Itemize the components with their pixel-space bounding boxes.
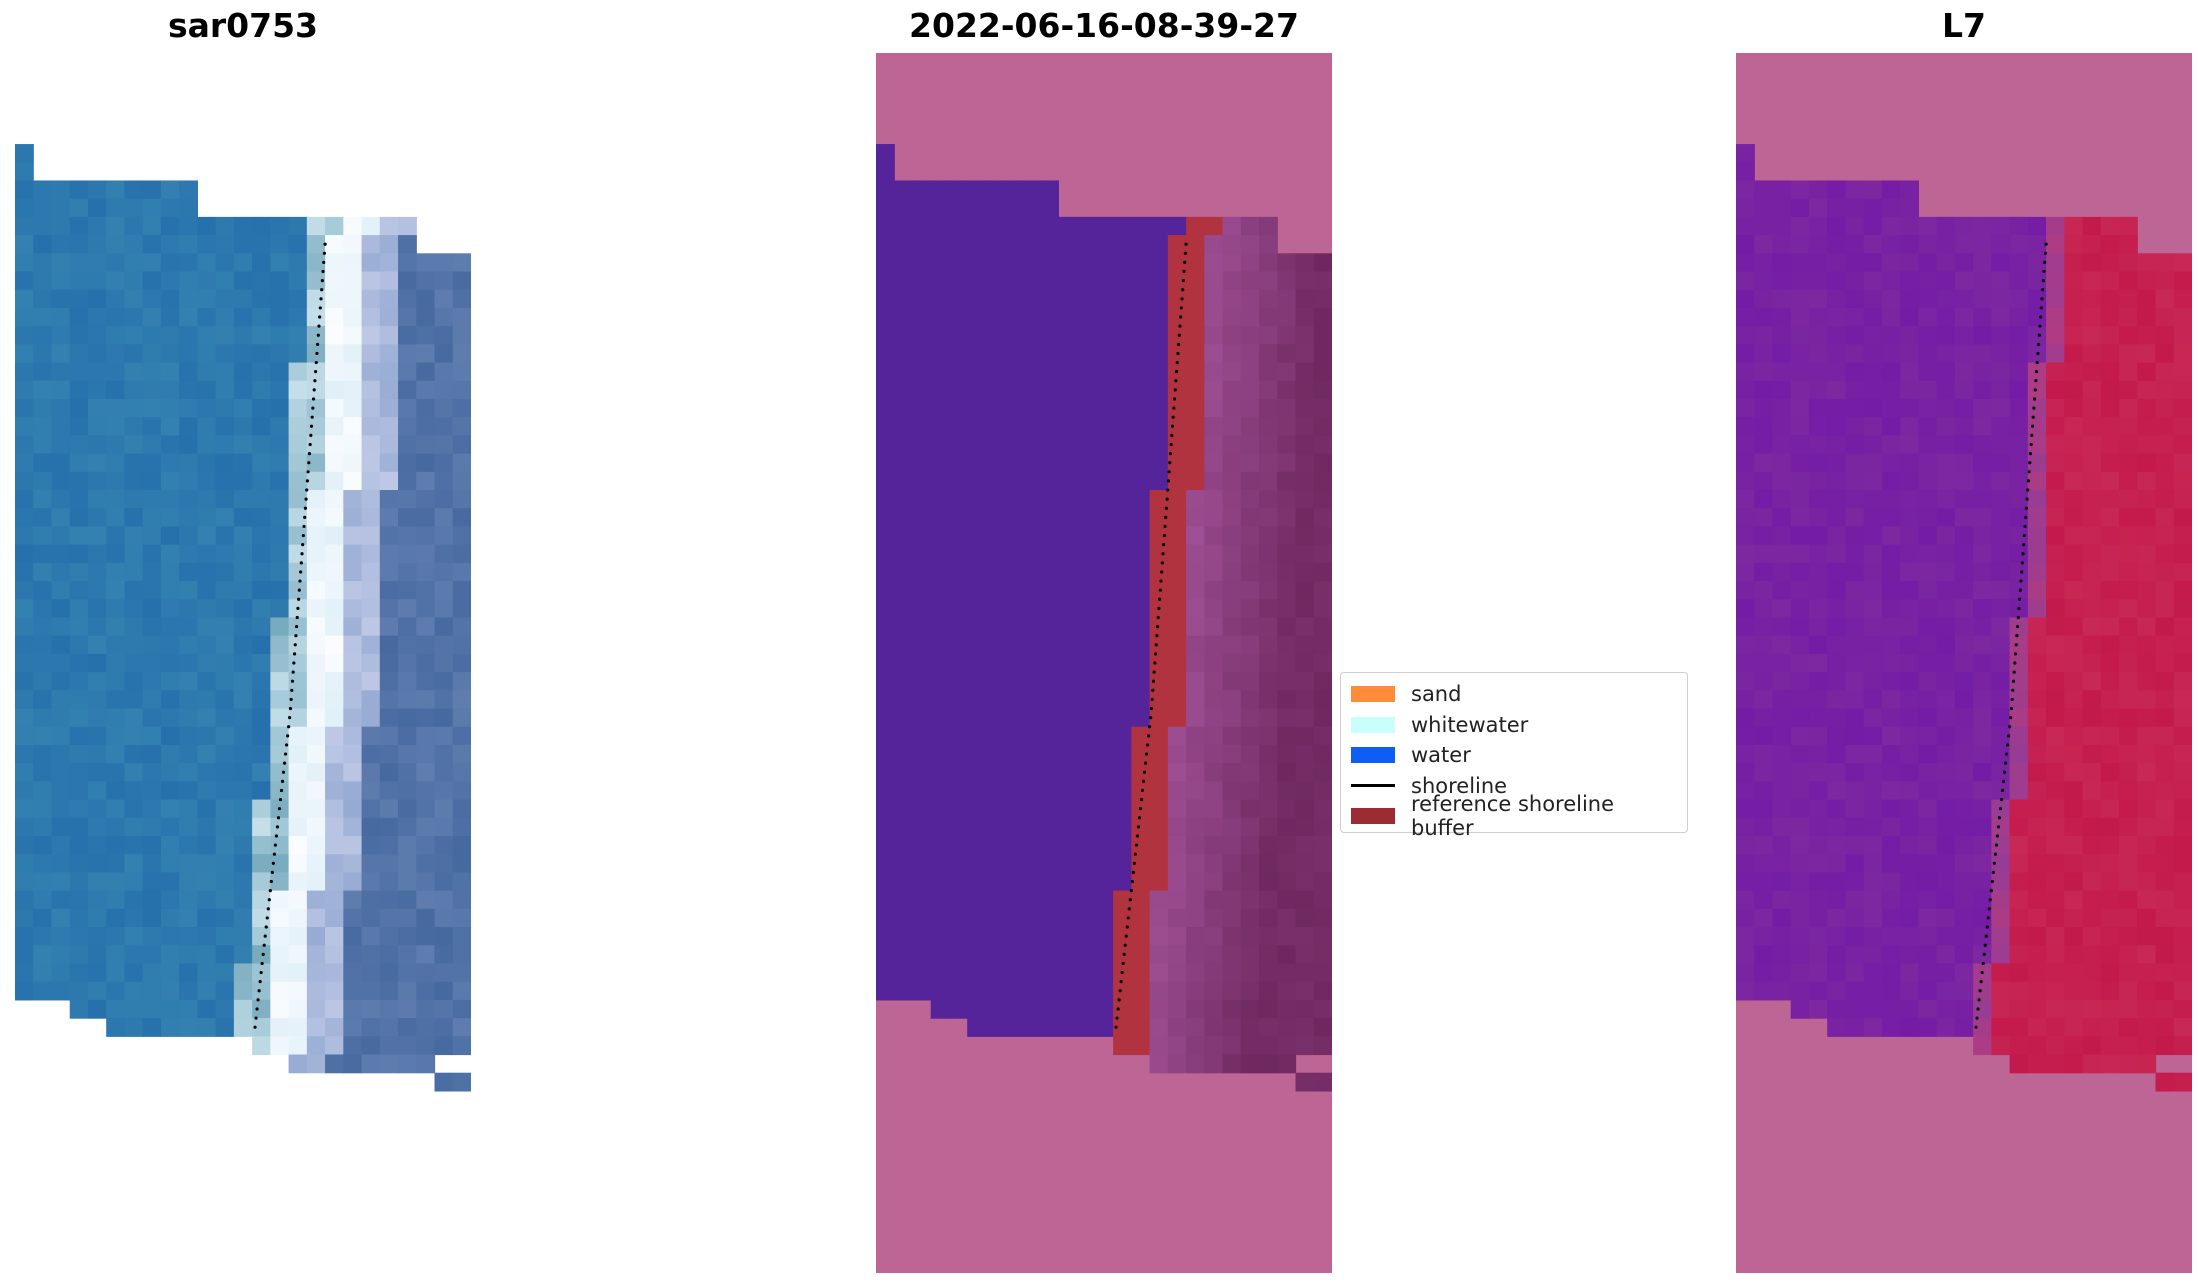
index-image-panel (1736, 53, 2192, 1273)
legend-label-buffer: reference shoreline buffer (1411, 792, 1615, 841)
legend-item-buffer: reference shoreline buffer (1351, 792, 1677, 840)
legend-item-sand: sand (1351, 679, 1677, 710)
whitewater-swatch (1351, 716, 1395, 733)
legend-item-water: water (1351, 740, 1677, 771)
panel-title-classification: 2022-06-16-08-39-27 (909, 6, 1299, 45)
water-swatch (1351, 747, 1395, 764)
rgb-image-panel (15, 53, 471, 1273)
legend-item-whitewater: whitewater (1351, 710, 1677, 741)
legend: sand whitewater water shoreline referenc… (1340, 672, 1688, 840)
legend-label-shoreline: shoreline (1411, 773, 1508, 798)
classification-image (876, 53, 1332, 1273)
rgb-image (15, 144, 471, 1092)
legend-item-shoreline: shoreline (1351, 771, 1677, 802)
legend-label-sand: sand (1411, 682, 1462, 707)
index-image (1736, 53, 2192, 1273)
buffer-swatch (1351, 808, 1395, 825)
panel-title-index: L7 (1942, 6, 1986, 45)
panel-title-rgb: sar0753 (167, 6, 319, 45)
sand-swatch (1351, 686, 1395, 703)
classification-panel (876, 53, 1332, 1273)
legend-label-water: water (1411, 743, 1471, 768)
shoreline-swatch (1351, 784, 1395, 788)
legend-label-whitewater: whitewater (1411, 712, 1529, 737)
